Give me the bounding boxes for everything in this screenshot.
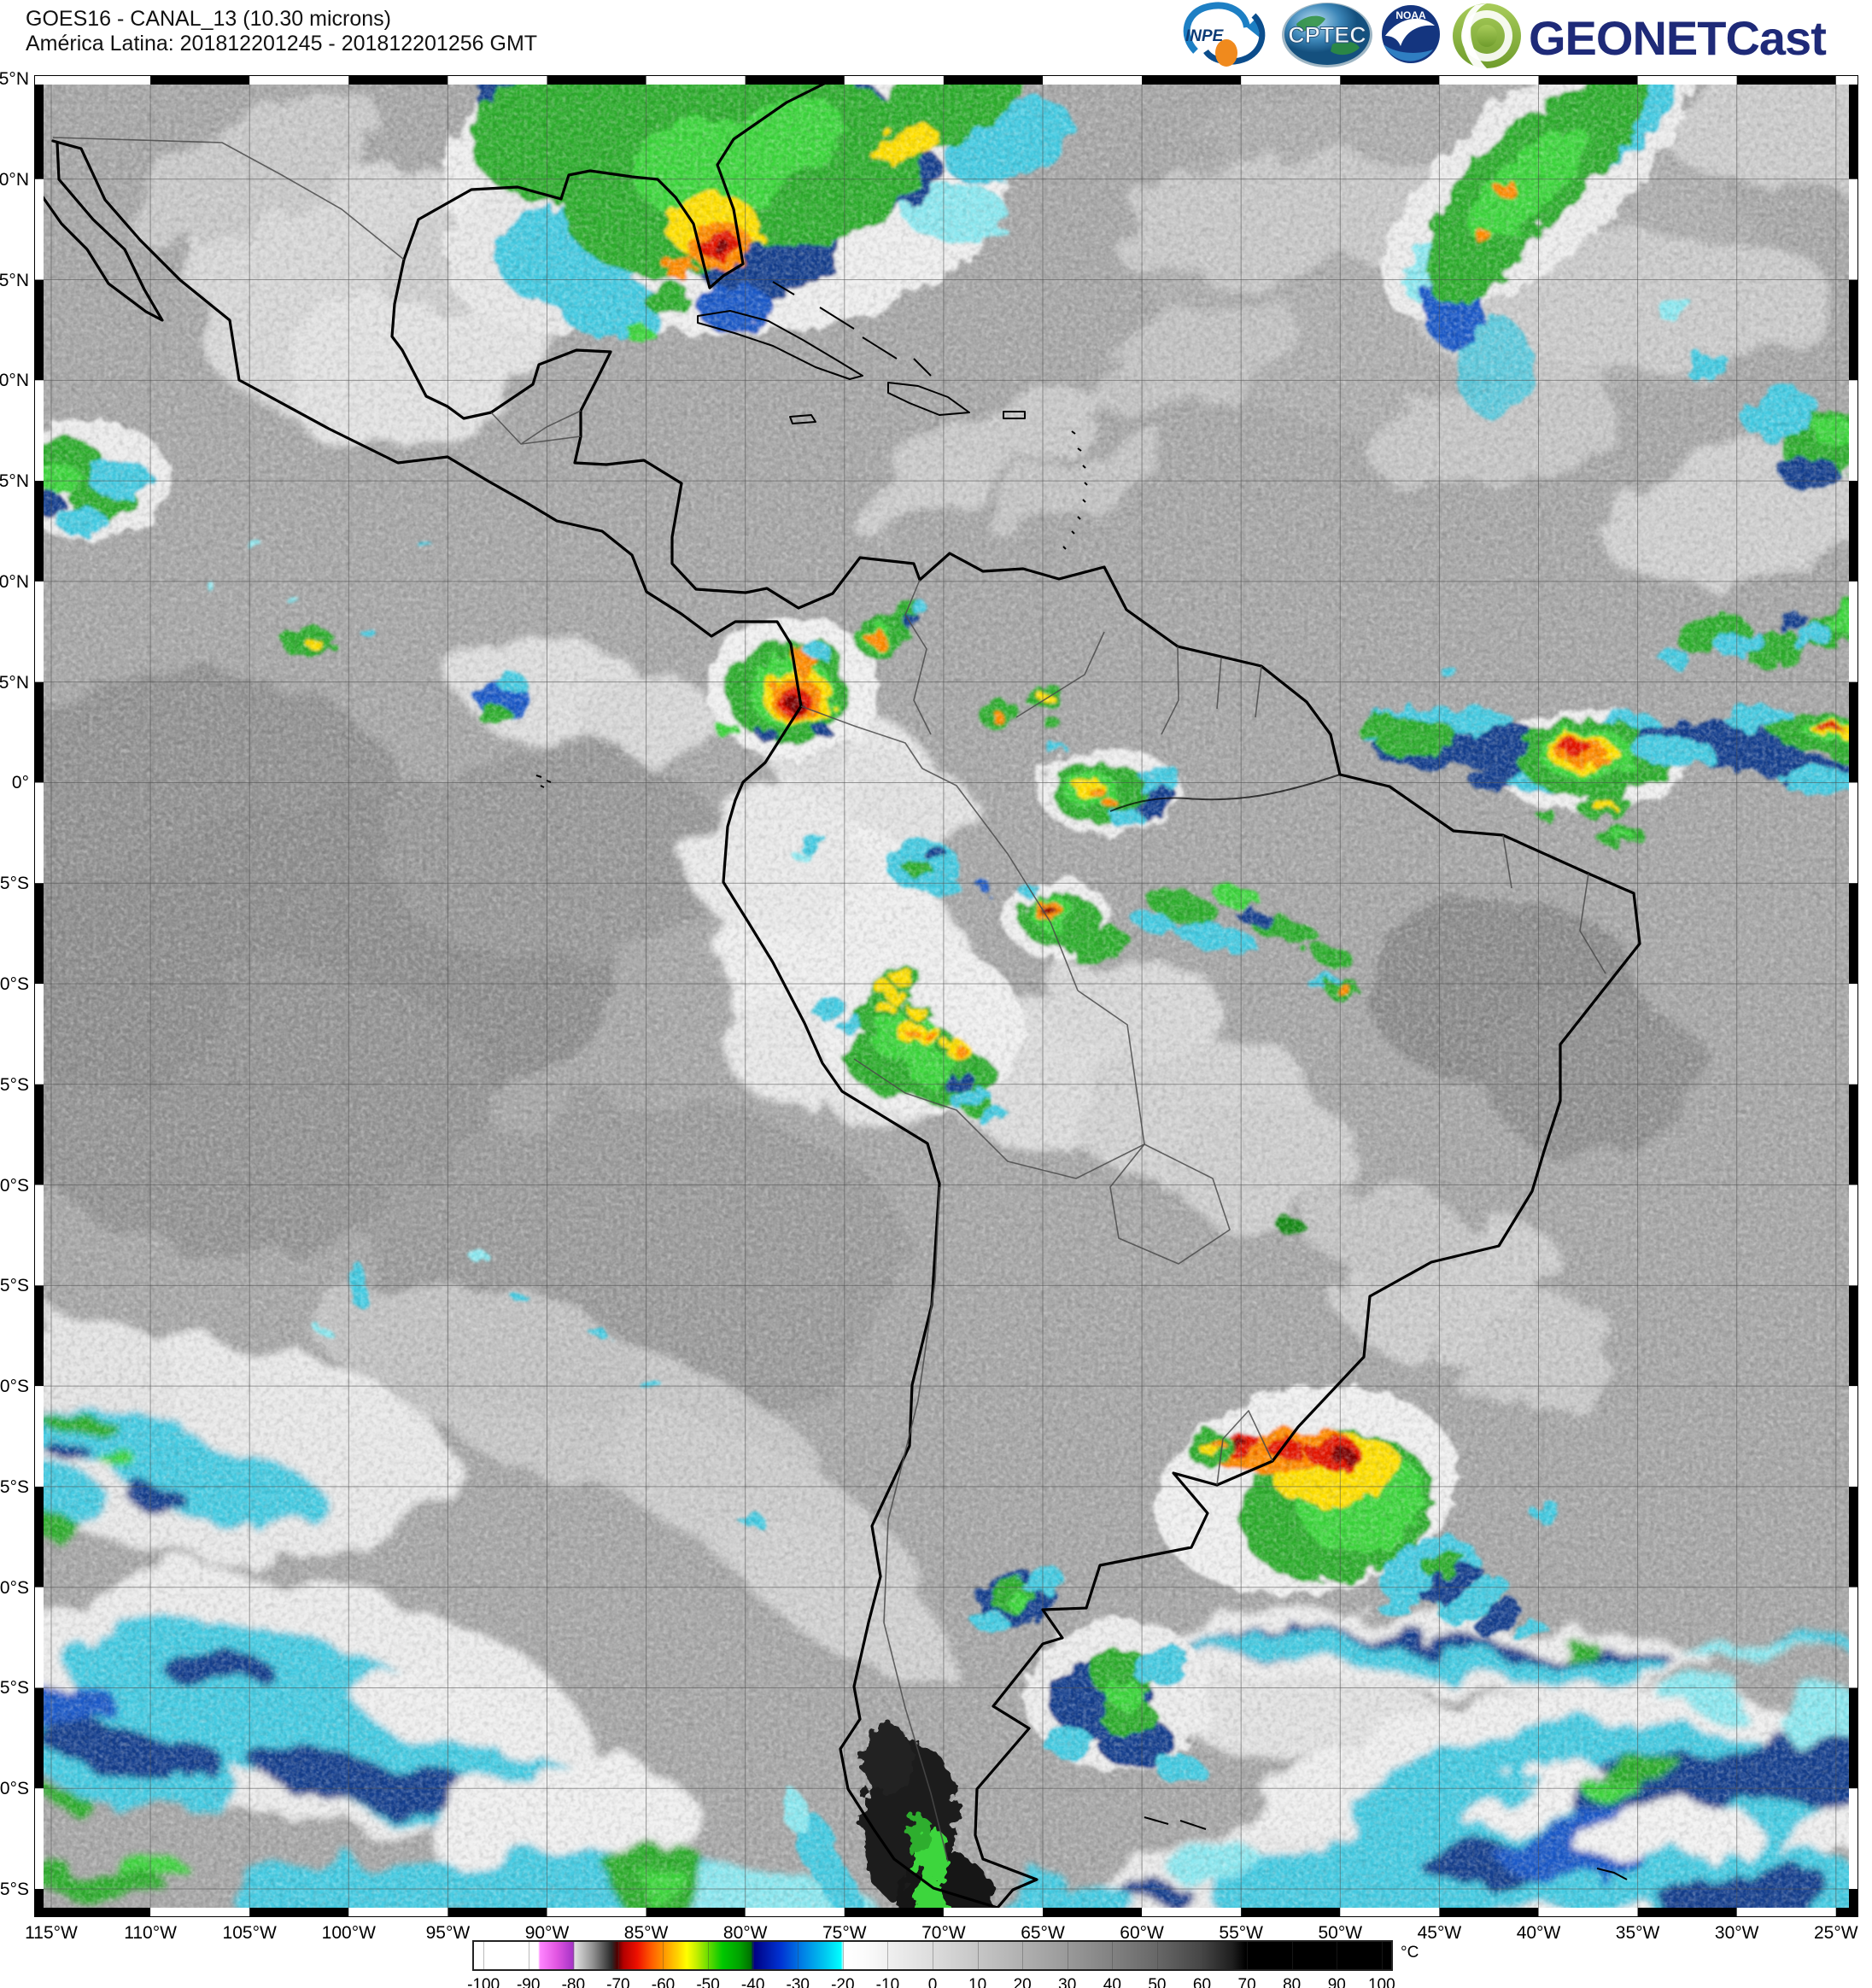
lon-label: 50°W [1318, 1923, 1363, 1943]
colorbar-tick: -20 [831, 1976, 855, 1988]
lat-label: 40°S [0, 1577, 29, 1598]
lat-label: 15°S [0, 1074, 29, 1095]
patagonia-terrain [862, 1725, 993, 1917]
product-title: GOES16 - CANAL_13 (10.30 microns) [26, 7, 391, 31]
header: GOES16 - CANAL_13 (10.30 microns) Améric… [26, 7, 537, 56]
map-canvas [34, 75, 1858, 1917]
lat-label: 35°S [0, 1476, 29, 1497]
lon-label: 55°W [1219, 1923, 1263, 1943]
product-timestamp: América Latina: 201812201245 - 201812201… [26, 32, 538, 56]
svg-text:CPTEC: CPTEC [1288, 22, 1366, 48]
colorbar-tick: 40 [1103, 1976, 1121, 1988]
lat-label: 25°N [0, 270, 29, 290]
colorbar-tick: -100 [467, 1976, 500, 1988]
geonetcast-shell-icon [1453, 3, 1521, 68]
graticule-grid [34, 75, 1858, 1917]
colorbar-tick: -60 [651, 1976, 676, 1988]
colorbar-tick: 30 [1058, 1976, 1077, 1988]
colorbar-tick: -70 [606, 1976, 630, 1988]
lon-label: 45°W [1417, 1923, 1462, 1943]
lat-label: 30°S [0, 1377, 29, 1397]
colorbar-tick: 20 [1013, 1976, 1032, 1988]
lon-label: 70°W [921, 1923, 966, 1943]
colorbar-tick: 80 [1283, 1976, 1302, 1988]
map-neatline-border [34, 75, 1858, 1917]
country-borders [52, 137, 1606, 1862]
lon-label: 110°W [124, 1923, 177, 1943]
lat-label: 5°N [0, 672, 29, 693]
lat-label: 45°S [0, 1678, 29, 1699]
lat-label: 35°N [0, 69, 29, 89]
lat-label: 10°S [0, 974, 29, 995]
lat-label: 20°N [0, 371, 29, 391]
lon-label: 35°W [1615, 1923, 1660, 1943]
colorbar-tick: 60 [1192, 1976, 1212, 1988]
lat-label: 5°S [0, 874, 29, 894]
lon-label: 30°W [1714, 1923, 1759, 1943]
colorbar-tick: 0 [927, 1976, 938, 1988]
lon-label: 95°W [425, 1923, 471, 1943]
noaa-logo-icon: NOAA [1378, 1, 1444, 67]
colorbar-tick: 100 [1367, 1976, 1395, 1988]
colorbar-tick: -90 [516, 1976, 541, 1988]
lat-label: 25°S [0, 1276, 29, 1296]
temperature-colorbar [472, 1940, 1393, 1971]
lon-label: 60°W [1120, 1923, 1164, 1943]
colorbar-tick: 10 [968, 1976, 987, 1988]
coastlines [34, 77, 1641, 1909]
colorbar-tick: -10 [875, 1976, 900, 1988]
lon-label: 25°W [1814, 1923, 1858, 1943]
colorbar-tick: -30 [786, 1976, 810, 1988]
colorbar-tick: 70 [1237, 1976, 1256, 1988]
lat-label: 10°N [0, 571, 29, 592]
lon-label: 105°W [222, 1923, 277, 1943]
lat-label: 55°S [0, 1880, 29, 1900]
lat-label: 20°S [0, 1175, 29, 1196]
lon-label: 75°W [822, 1923, 867, 1943]
lon-label: 100°W [321, 1923, 376, 1943]
lon-label: 80°W [722, 1923, 768, 1943]
colorbar-tick: 50 [1148, 1976, 1167, 1988]
inpe-logo-icon: INPE [1183, 2, 1266, 67]
colorbar-tick: -80 [561, 1976, 586, 1988]
lon-label: 40°W [1516, 1923, 1561, 1943]
lat-label: 0° [11, 773, 29, 793]
lon-label: 65°W [1021, 1923, 1065, 1943]
lat-label: 50°S [0, 1779, 29, 1799]
shadow-texture-overlay [34, 75, 1858, 1917]
lon-label: 85°W [623, 1923, 669, 1943]
colorbar-tick: -50 [696, 1976, 720, 1988]
svg-text:INPE: INPE [1185, 27, 1225, 45]
lat-label: 15°N [0, 471, 29, 492]
geonetcast-logo-text: GEONETCast [1529, 11, 1827, 65]
satellite-map-image [34, 75, 1858, 1917]
colorbar-tick: -40 [740, 1976, 765, 1988]
cptec-logo-icon: CPTEC [1282, 3, 1372, 67]
colorbar-tick: 90 [1327, 1976, 1346, 1988]
logo-row: INPE CPTEC NOAA [1179, 0, 1853, 68]
colorbar-unit-label: °C [1401, 1944, 1419, 1962]
lon-label: 90°W [524, 1923, 570, 1943]
svg-text:NOAA: NOAA [1395, 9, 1426, 21]
lat-label: 30°N [0, 169, 29, 190]
lon-label: 115°W [25, 1923, 78, 1943]
